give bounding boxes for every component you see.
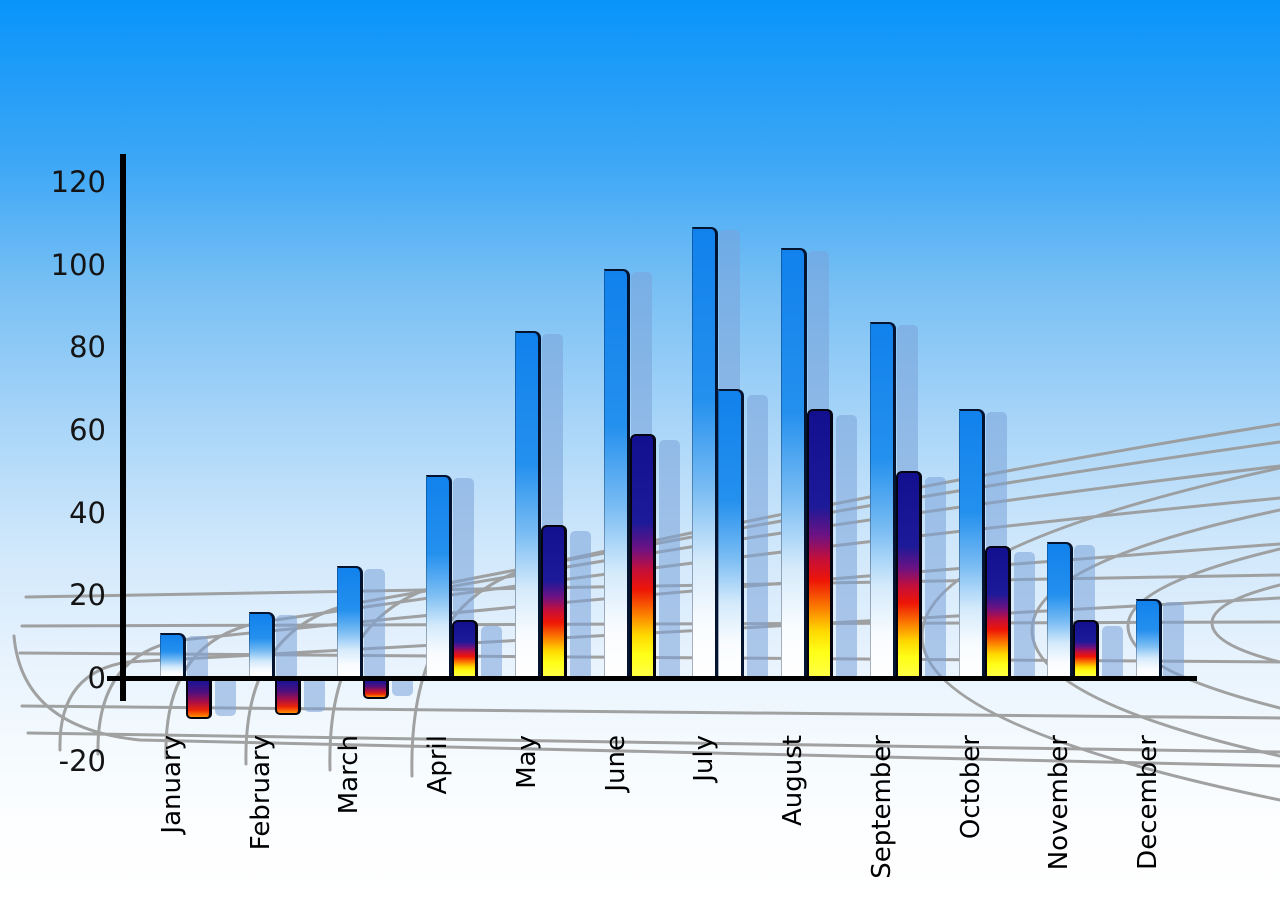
x-tick-label-march: March [334,735,364,815]
secondary-bar-shadow-october [1014,551,1035,678]
x-tick-label-june: June [601,735,631,792]
y-tick-label-60: 60 [69,412,106,447]
y-axis-line [120,154,126,701]
y-tick-label-20: 20 [69,578,106,613]
secondary-bar-shadow-june [659,440,680,678]
secondary-bar-shadow-march [392,681,413,696]
primary-bar-february [249,611,275,678]
primary-bar-shadow-march [364,569,385,678]
primary-bar-shadow-january [187,635,208,678]
x-tick-label-july: July [689,735,719,782]
secondary-bar-shadow-july [747,394,768,678]
secondary-bar-shadow-february [304,681,325,713]
y-tick-label-80: 80 [69,330,106,365]
x-tick-label-february: February [246,735,276,851]
secondary-bar-shadow-september [925,477,946,678]
secondary-bar-shadow-august [836,415,857,678]
secondary-bar-january [186,681,212,720]
secondary-bar-september [896,471,922,678]
primary-bar-january [160,632,186,678]
primary-bar-october [959,409,985,678]
y-tick-label-100: 100 [50,247,106,282]
secondary-bar-shadow-may [570,531,591,678]
x-axis-zero-line [107,676,1197,681]
secondary-bar-march [363,681,389,699]
x-tick-label-april: April [423,735,453,795]
primary-bar-april [426,475,452,678]
secondary-bar-shadow-april [481,626,502,678]
primary-bar-shadow-december [1163,602,1184,678]
secondary-bar-may [541,525,567,678]
primary-bar-march [337,566,363,678]
x-tick-label-september: September [867,735,897,879]
secondary-bar-shadow-november [1102,626,1123,678]
secondary-bar-april [452,620,478,678]
primary-bar-august [781,247,807,678]
secondary-bar-october [985,545,1011,678]
primary-bar-september [870,322,896,678]
primary-bar-june [604,268,630,678]
y-tick-label-0: 0 [87,661,106,695]
x-tick-label-august: August [778,735,808,826]
x-tick-label-october: October [956,735,986,840]
primary-bar-july [692,227,718,678]
y-tick-label-40: 40 [69,495,106,530]
x-tick-label-may: May [512,735,542,789]
primary-bar-shadow-february [276,614,297,678]
x-tick-label-november: November [1044,735,1074,871]
secondary-bar-shadow-january [215,681,236,717]
primary-bar-december [1136,599,1162,678]
x-tick-label-december: December [1133,735,1163,870]
x-tick-label-january: January [157,735,187,834]
primary-bar-november [1047,541,1073,678]
secondary-bar-june [630,434,656,678]
secondary-bar-february [275,681,301,716]
y-tick-label--20: -20 [58,743,106,778]
y-tick-label-120: 120 [50,164,106,199]
primary-bar-may [515,330,541,678]
secondary-bar-july [718,388,744,678]
secondary-bar-august [807,409,833,678]
secondary-bar-november [1073,620,1099,678]
